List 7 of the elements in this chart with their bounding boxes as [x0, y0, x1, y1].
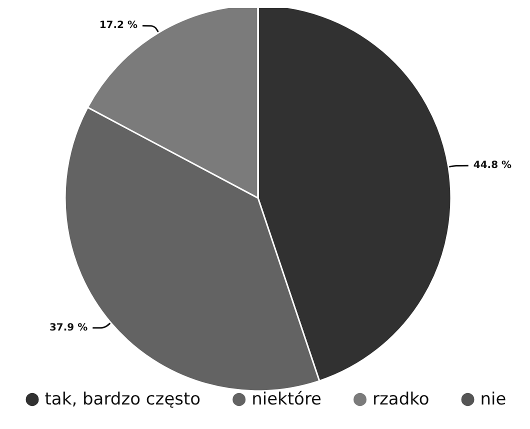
- legend-label: niektóre: [252, 390, 322, 410]
- data-label: 17.2 %: [99, 20, 138, 32]
- legend-label: tak, bardzo często: [44, 390, 201, 410]
- legend-label: rzadko: [372, 390, 430, 410]
- data-label: 44.8 %: [473, 160, 512, 172]
- legend-label: nie: [480, 390, 506, 410]
- data-label: 37.9 %: [49, 322, 88, 334]
